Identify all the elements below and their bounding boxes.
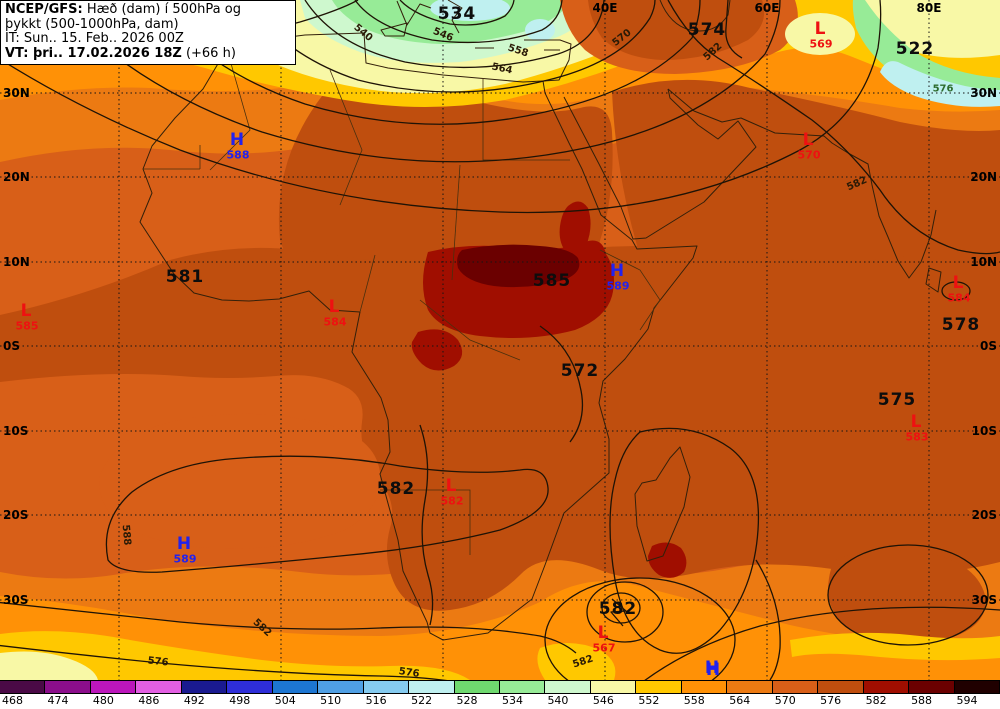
graticule bbox=[0, 0, 1000, 680]
colorbar-swatch bbox=[545, 681, 591, 694]
coastlines bbox=[139, 0, 942, 641]
colorbar-value: 564 bbox=[729, 694, 751, 707]
colorbar-value: 540 bbox=[547, 694, 569, 707]
colorbar-swatch bbox=[681, 681, 728, 694]
colorbar-value: 510 bbox=[320, 694, 342, 707]
colorbar-swatch bbox=[636, 681, 682, 694]
colorbar-swatch bbox=[590, 681, 637, 694]
height-contours bbox=[0, 0, 1000, 680]
colorbar-value: 474 bbox=[47, 694, 69, 707]
colorbar-value: 522 bbox=[411, 694, 433, 707]
colorbar-swatch bbox=[0, 681, 46, 694]
colorbar-swatch bbox=[136, 681, 182, 694]
colorbar-value: 594 bbox=[956, 694, 978, 707]
map-canvas bbox=[0, 0, 1000, 680]
colorbar-swatch bbox=[90, 681, 137, 694]
title-box: NCEP/GFS: Hæð (dam) í 500hPa og þykkt (5… bbox=[0, 0, 296, 65]
thickness-fill-layers bbox=[0, 0, 1000, 680]
colorbar-value: 534 bbox=[501, 694, 523, 707]
colorbar-swatches bbox=[0, 681, 1000, 694]
colorbar-value: 558 bbox=[683, 694, 705, 707]
colorbar-value: 576 bbox=[820, 694, 842, 707]
colorbar-swatch bbox=[727, 681, 773, 694]
colorbar-swatch bbox=[409, 681, 455, 694]
colorbar-swatch bbox=[272, 681, 319, 694]
colorbar-swatch bbox=[954, 681, 1000, 694]
colorbar-swatch bbox=[45, 681, 91, 694]
colorbar-value: 504 bbox=[274, 694, 296, 707]
colorbar-swatch bbox=[318, 681, 364, 694]
colorbar-swatch bbox=[363, 681, 410, 694]
colorbar-swatch bbox=[499, 681, 546, 694]
colorbar-swatch bbox=[227, 681, 273, 694]
title-line-2: þykkt (500-1000hPa, dam) bbox=[5, 16, 179, 32]
colorbar-value: 516 bbox=[365, 694, 387, 707]
thickness-colorbar: 468 474 480 486 492 498 504 510 516 522 528 534 540 5… bbox=[0, 680, 1000, 709]
title-line-4: VT: þri.. 17.02.2026 18Z (+66 h) bbox=[5, 45, 236, 61]
colorbar-swatch bbox=[454, 681, 500, 694]
colorbar-values: 468 474 480 486 492 498 504 510 516 522 528 534 540 5… bbox=[0, 694, 1000, 709]
colorbar-value: 570 bbox=[774, 694, 796, 707]
title-line-1: NCEP/GFS: Hæð (dam) í 500hPa og bbox=[5, 2, 241, 17]
title-line-3: IT: Sun.. 15. Feb.. 2026 00Z bbox=[5, 31, 184, 46]
colorbar-value: 492 bbox=[183, 694, 205, 707]
colorbar-value: 480 bbox=[92, 694, 114, 707]
colorbar-swatch bbox=[772, 681, 819, 694]
colorbar-value: 498 bbox=[229, 694, 251, 707]
colorbar-value: 552 bbox=[638, 694, 660, 707]
colorbar-value: 468 bbox=[2, 694, 23, 707]
colorbar-swatch bbox=[863, 681, 910, 694]
colorbar-swatch bbox=[181, 681, 228, 694]
colorbar-value: 486 bbox=[138, 694, 160, 707]
colorbar-swatch bbox=[818, 681, 864, 694]
country-borders bbox=[143, 59, 661, 555]
weather-map: 0W40E60E80E30N20N10N0S10S20S30S30N20N10N… bbox=[0, 0, 1000, 680]
colorbar-value: 528 bbox=[456, 694, 478, 707]
colorbar-swatch bbox=[909, 681, 955, 694]
colorbar-value: 588 bbox=[911, 694, 933, 707]
colorbar-value: 546 bbox=[592, 694, 614, 707]
colorbar-value: 582 bbox=[865, 694, 887, 707]
